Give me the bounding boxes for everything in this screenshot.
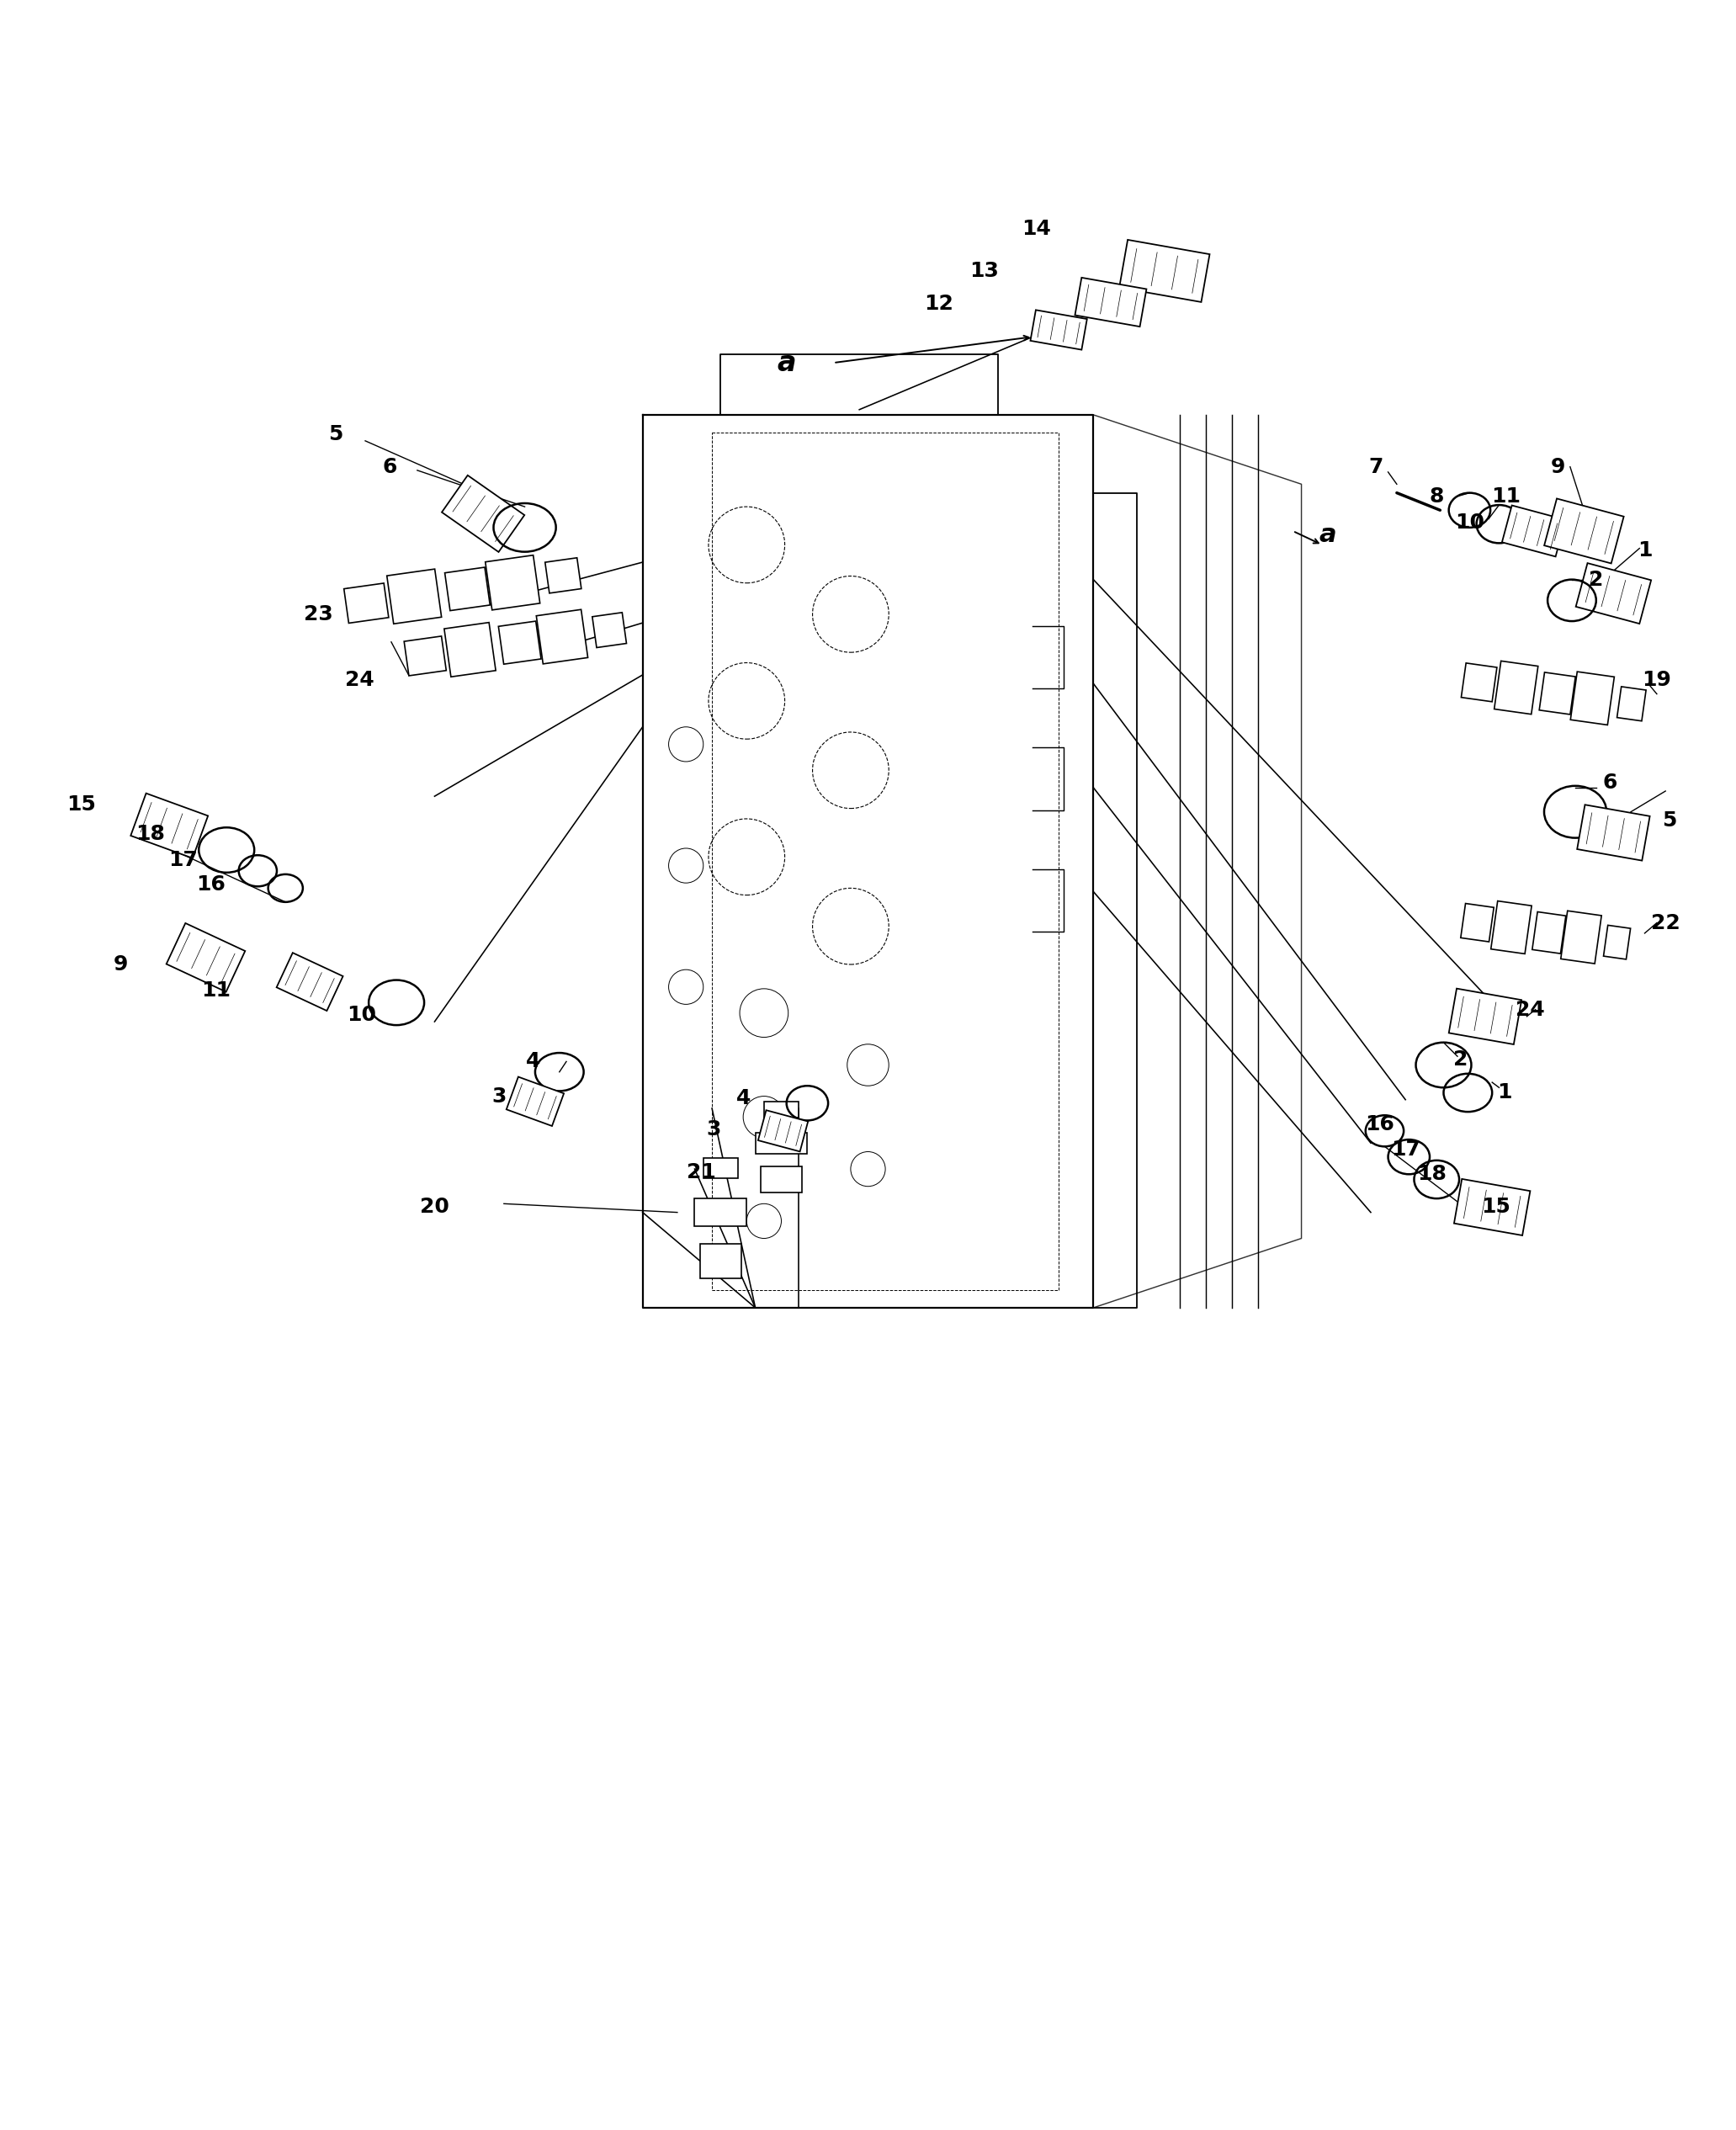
- Polygon shape: [536, 609, 589, 665]
- Text: 10: 10: [347, 1005, 377, 1025]
- Text: 24: 24: [345, 671, 375, 690]
- Text: 16: 16: [1364, 1114, 1394, 1133]
- Text: 3: 3: [491, 1086, 505, 1105]
- Polygon shape: [1571, 671, 1614, 724]
- Text: 4: 4: [526, 1052, 540, 1071]
- Polygon shape: [592, 613, 627, 648]
- Polygon shape: [167, 922, 245, 993]
- Polygon shape: [703, 1157, 738, 1178]
- Polygon shape: [444, 622, 496, 677]
- Text: 2: 2: [1588, 569, 1604, 590]
- Text: 13: 13: [969, 260, 998, 281]
- Text: 6: 6: [1602, 773, 1618, 792]
- Polygon shape: [1450, 988, 1521, 1044]
- Polygon shape: [755, 1133, 807, 1154]
- Text: a: a: [1319, 522, 1337, 547]
- Text: 17: 17: [1391, 1140, 1420, 1161]
- Polygon shape: [700, 1244, 741, 1278]
- Text: 22: 22: [1651, 914, 1680, 933]
- Polygon shape: [1616, 686, 1646, 720]
- Text: 18: 18: [1417, 1165, 1446, 1184]
- Text: 1: 1: [1637, 541, 1653, 560]
- Text: 7: 7: [1368, 456, 1384, 477]
- Text: 8: 8: [1429, 486, 1444, 507]
- Polygon shape: [1576, 805, 1649, 861]
- Polygon shape: [444, 567, 490, 611]
- Polygon shape: [404, 637, 446, 675]
- Text: 18: 18: [135, 824, 165, 843]
- Text: 15: 15: [66, 794, 95, 816]
- Text: 6: 6: [382, 456, 398, 477]
- Polygon shape: [1561, 912, 1602, 963]
- Text: 9: 9: [113, 954, 128, 976]
- Text: 5: 5: [328, 424, 344, 443]
- Polygon shape: [1460, 903, 1495, 941]
- Polygon shape: [507, 1078, 564, 1127]
- Text: 15: 15: [1481, 1197, 1510, 1216]
- Text: 20: 20: [420, 1197, 450, 1216]
- Polygon shape: [764, 1101, 799, 1118]
- Polygon shape: [1075, 277, 1146, 326]
- Text: 17: 17: [168, 850, 198, 871]
- Polygon shape: [1545, 498, 1623, 564]
- Text: 24: 24: [1516, 999, 1545, 1020]
- Polygon shape: [1462, 662, 1496, 701]
- Text: a: a: [778, 349, 797, 377]
- Polygon shape: [486, 556, 540, 609]
- Text: 11: 11: [1491, 486, 1521, 507]
- Polygon shape: [387, 569, 441, 624]
- Polygon shape: [1491, 901, 1531, 954]
- Text: 14: 14: [1021, 219, 1050, 239]
- Text: 10: 10: [1455, 511, 1484, 532]
- Polygon shape: [1120, 241, 1210, 302]
- Polygon shape: [498, 622, 542, 665]
- Text: 23: 23: [304, 605, 333, 624]
- Text: 21: 21: [687, 1163, 717, 1182]
- Text: 3: 3: [707, 1118, 720, 1140]
- Polygon shape: [759, 1110, 807, 1152]
- Polygon shape: [1540, 673, 1576, 714]
- Text: 4: 4: [736, 1088, 750, 1108]
- Text: 9: 9: [1550, 456, 1566, 477]
- Text: 1: 1: [1496, 1082, 1512, 1103]
- Polygon shape: [276, 952, 344, 1012]
- Polygon shape: [1604, 924, 1630, 958]
- Polygon shape: [694, 1199, 746, 1227]
- Text: 16: 16: [196, 875, 226, 895]
- Polygon shape: [130, 792, 208, 858]
- Text: 12: 12: [924, 294, 953, 313]
- Text: 5: 5: [1661, 809, 1677, 831]
- Text: 11: 11: [201, 980, 231, 1001]
- Polygon shape: [1495, 660, 1538, 714]
- Text: 2: 2: [1453, 1050, 1469, 1069]
- Polygon shape: [1031, 311, 1087, 349]
- Polygon shape: [545, 558, 582, 592]
- Polygon shape: [344, 584, 389, 624]
- Polygon shape: [1455, 1178, 1529, 1235]
- Polygon shape: [1576, 562, 1651, 624]
- Polygon shape: [1533, 912, 1566, 954]
- Polygon shape: [760, 1167, 802, 1193]
- Polygon shape: [441, 475, 524, 552]
- Text: 19: 19: [1642, 671, 1672, 690]
- Polygon shape: [1502, 505, 1566, 556]
